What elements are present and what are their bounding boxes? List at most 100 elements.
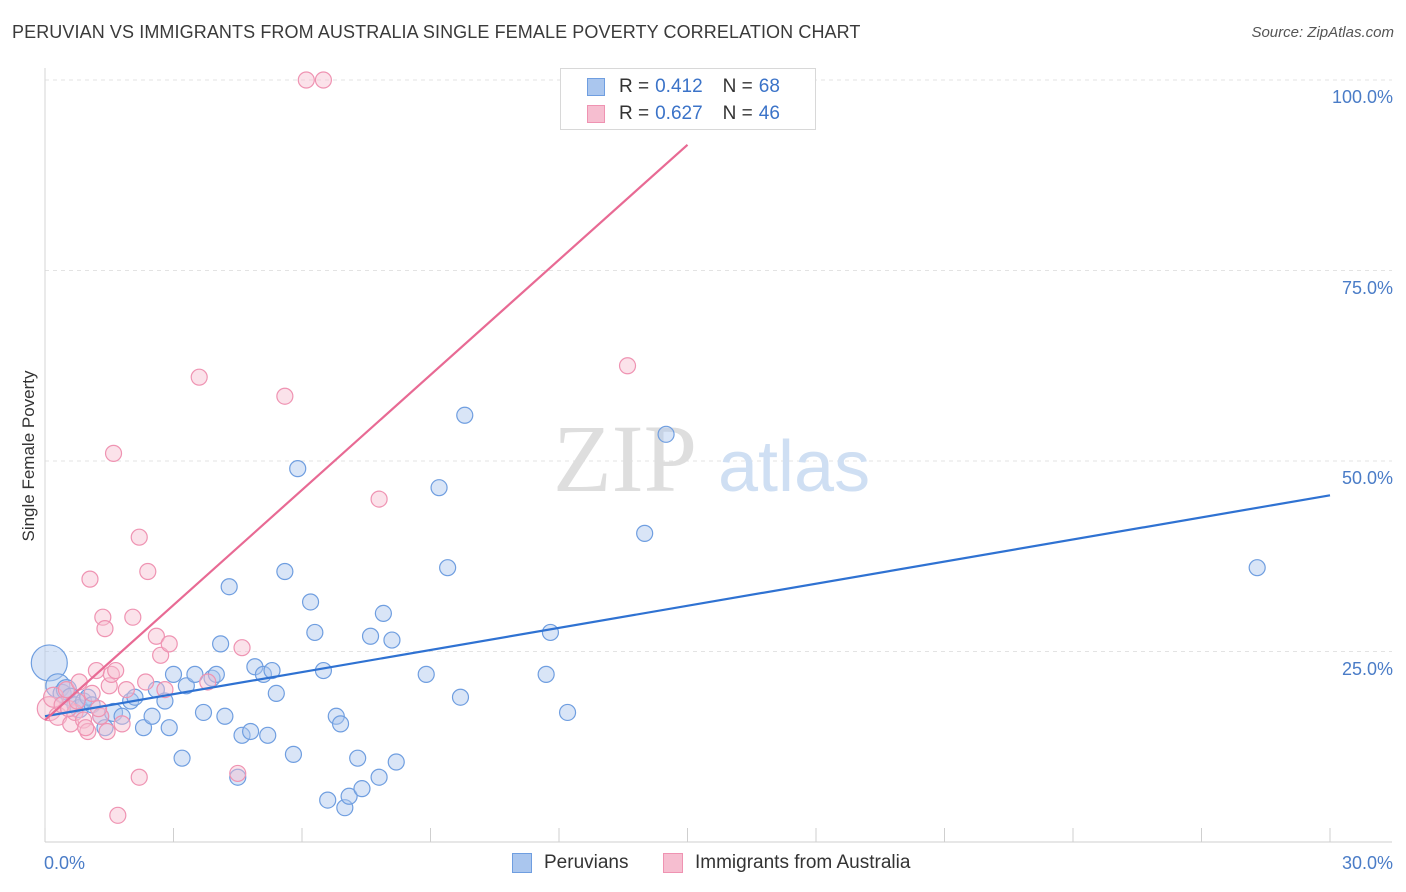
australia-point bbox=[70, 673, 88, 691]
australia-point bbox=[124, 608, 142, 626]
peruvian-point bbox=[177, 677, 195, 695]
peruvian-point bbox=[657, 425, 675, 443]
data-points bbox=[30, 71, 1266, 824]
n-label: N = bbox=[722, 103, 753, 124]
n-label: N = bbox=[722, 76, 753, 97]
series-legend: Peruvians Immigrants from Australia bbox=[0, 852, 1406, 876]
peruvian-point bbox=[233, 726, 251, 744]
australia-point bbox=[199, 673, 217, 691]
axes bbox=[44, 68, 1392, 843]
peruvian-point bbox=[541, 623, 560, 642]
peruvian-point bbox=[537, 665, 555, 683]
peruvian-point bbox=[301, 593, 320, 611]
australia-point bbox=[229, 764, 247, 783]
peruvian-point bbox=[186, 665, 204, 683]
peruvian-trend-line bbox=[44, 494, 1331, 718]
australia-point bbox=[117, 680, 135, 699]
australia-point bbox=[109, 806, 127, 824]
australia-point bbox=[297, 71, 315, 89]
peruvian-point bbox=[284, 745, 303, 763]
stats-swatch-peruvians bbox=[587, 78, 605, 96]
australia-point bbox=[152, 646, 170, 664]
peruvian-point bbox=[220, 578, 238, 596]
peruvian-point bbox=[263, 661, 281, 680]
r-label: R = bbox=[619, 103, 650, 124]
australia-point bbox=[130, 768, 148, 786]
n-value: 46 bbox=[758, 103, 780, 124]
australia-point bbox=[190, 368, 208, 386]
trend-lines bbox=[44, 143, 1331, 721]
stats-row-peruvians: R = 0.412 N = 68 bbox=[587, 75, 780, 99]
australia-point bbox=[233, 639, 251, 657]
peruvian-point bbox=[1248, 559, 1266, 577]
peruvian-point bbox=[276, 562, 294, 581]
peruvian-point bbox=[451, 688, 470, 706]
peruvian-point bbox=[439, 559, 457, 577]
australia-point bbox=[68, 692, 86, 710]
australia-point bbox=[370, 490, 388, 508]
y-tick-label: 50.0% bbox=[1341, 468, 1393, 488]
australia-point bbox=[83, 684, 101, 703]
peruvian-point bbox=[30, 644, 68, 682]
stats-swatch-australia bbox=[587, 105, 605, 123]
australia-trend-line bbox=[44, 143, 689, 721]
x-tick-label-min: 0.0% bbox=[44, 853, 86, 873]
watermark-atlas: atlas bbox=[718, 427, 870, 507]
peruvian-point bbox=[558, 703, 577, 722]
peruvian-point bbox=[160, 719, 178, 737]
legend-item-peruvians[interactable]: Peruvians bbox=[512, 852, 629, 874]
australia-point bbox=[156, 680, 174, 699]
peruvian-point bbox=[164, 665, 183, 683]
legend-swatch-australia bbox=[663, 853, 683, 873]
australia-point bbox=[137, 673, 155, 691]
watermark-zip: ZIP bbox=[553, 405, 697, 512]
peruvian-point bbox=[314, 661, 333, 680]
legend-label-peruvians: Peruvians bbox=[544, 852, 629, 873]
peruvian-point bbox=[331, 715, 350, 733]
x-tick-label-max: 30.0% bbox=[1341, 853, 1393, 873]
peruvian-point bbox=[340, 787, 358, 805]
australia-point bbox=[113, 715, 131, 733]
peruvian-point bbox=[417, 665, 435, 683]
grid-lines bbox=[45, 79, 1392, 652]
australia-point bbox=[104, 444, 123, 462]
australia-point bbox=[107, 661, 125, 680]
legend-item-australia[interactable]: Immigrants from Australia bbox=[663, 852, 910, 874]
peruvian-point bbox=[242, 722, 260, 741]
peruvian-point bbox=[319, 791, 337, 809]
peruvian-point bbox=[143, 707, 161, 725]
australia-point bbox=[147, 627, 165, 645]
y-tick-label: 75.0% bbox=[1341, 277, 1393, 298]
peruvian-point bbox=[212, 635, 230, 653]
peruvian-point bbox=[383, 631, 401, 649]
peruvian-point bbox=[134, 719, 153, 737]
peruvian-point bbox=[636, 524, 654, 542]
peruvian-point bbox=[216, 707, 234, 725]
australia-point bbox=[77, 719, 95, 737]
peruvian-point bbox=[456, 406, 474, 424]
peruvian-point bbox=[374, 604, 392, 623]
peruvian-point bbox=[259, 726, 277, 744]
peruvian-point bbox=[194, 703, 213, 722]
australia-point bbox=[618, 357, 637, 375]
watermark: ZIP atlas bbox=[553, 405, 870, 512]
stats-legend: R = 0.412 N = 68 R = 0.627 N = 46 bbox=[560, 68, 816, 130]
australia-point bbox=[96, 620, 114, 638]
peruvian-point bbox=[370, 768, 388, 786]
n-value: 68 bbox=[758, 76, 780, 97]
peruvian-point bbox=[229, 768, 247, 786]
legend-label-australia: Immigrants from Australia bbox=[695, 852, 911, 873]
australia-point bbox=[98, 722, 116, 741]
r-label: R = bbox=[619, 76, 650, 97]
australia-point bbox=[160, 635, 178, 653]
peruvian-point bbox=[361, 627, 380, 645]
stats-row-australia: R = 0.627 N = 46 bbox=[587, 102, 780, 126]
chart-title: PERUVIAN VS IMMIGRANTS FROM AUSTRALIA SI… bbox=[12, 22, 861, 42]
peruvian-point bbox=[267, 684, 285, 703]
australia-point bbox=[139, 562, 157, 581]
australia-point bbox=[276, 387, 294, 405]
australia-point bbox=[57, 680, 76, 699]
peruvian-point bbox=[289, 460, 307, 478]
r-value: 0.627 bbox=[655, 103, 703, 124]
